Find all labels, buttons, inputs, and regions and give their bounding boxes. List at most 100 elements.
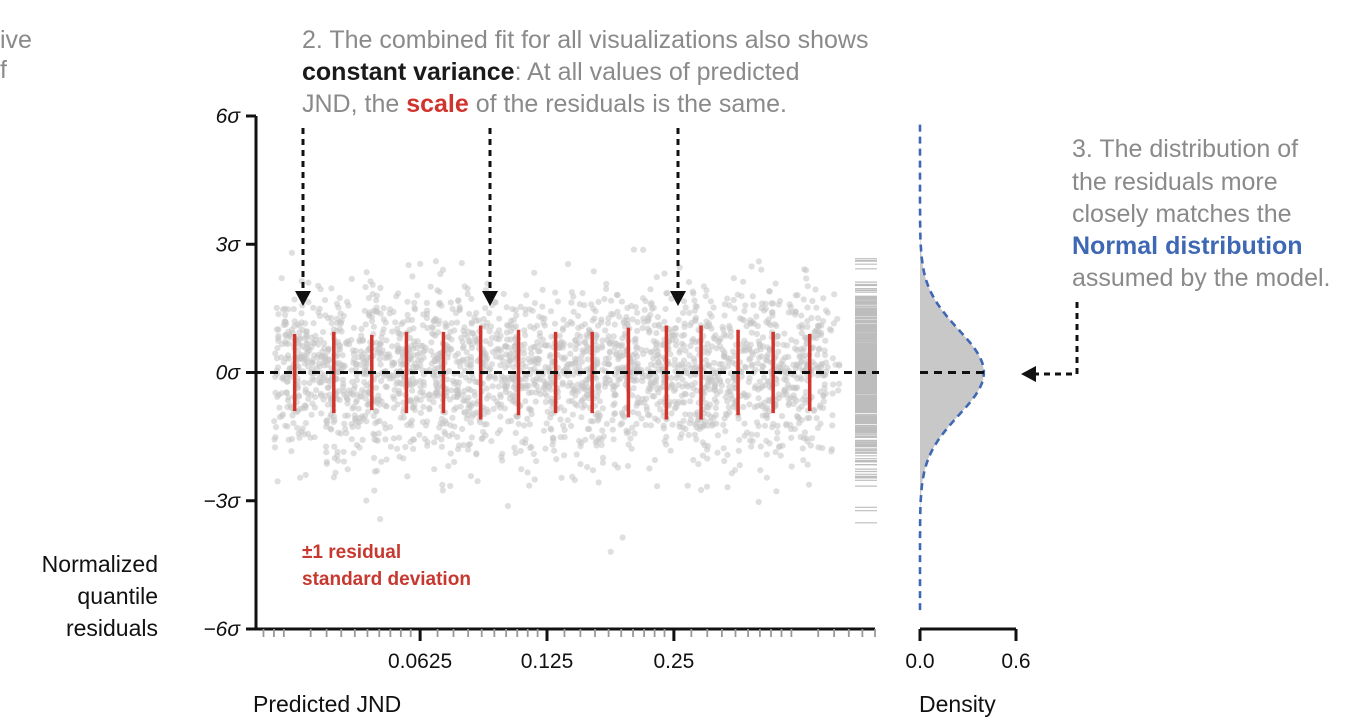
residual-point: [534, 339, 541, 346]
constant-variance-text: constant variance: [302, 58, 515, 86]
top-annotation-line2: constant variance: At all values of pred…: [302, 58, 799, 86]
residual-point: [435, 329, 442, 336]
residual-point: [308, 343, 315, 351]
residual-point: [756, 378, 763, 385]
residual-point: [449, 305, 456, 312]
residual-point: [531, 476, 538, 483]
residual-point: [672, 342, 680, 349]
residual-point: [304, 348, 311, 355]
residual-point: [648, 361, 655, 368]
residual-point: [434, 392, 441, 399]
residual-point: [572, 360, 579, 367]
residual-point: [654, 483, 661, 490]
residual-point: [661, 318, 668, 325]
residual-point: [416, 431, 423, 438]
residual-point: [724, 451, 731, 458]
residual-point: [434, 287, 441, 294]
residual-point: [704, 455, 711, 462]
residual-point: [684, 482, 691, 489]
residual-point: [461, 409, 468, 416]
residual-point: [812, 286, 819, 293]
residual-point: [479, 434, 486, 442]
residual-point: [503, 343, 510, 350]
residual-point: [826, 326, 834, 333]
residual-point: [828, 446, 836, 453]
normal-distribution-text: Normal distribution: [1072, 232, 1303, 260]
residual-point: [305, 299, 312, 306]
residual-point: [798, 330, 805, 337]
residual-point: [796, 420, 803, 427]
residual-point: [309, 375, 316, 382]
residual-point: [365, 294, 372, 302]
residual-point: [639, 325, 646, 332]
x-tick-label: 0.25: [653, 650, 694, 673]
residual-point: [373, 292, 380, 299]
residual-point: [410, 436, 418, 443]
residual-point: [624, 304, 631, 312]
residual-point: [513, 312, 520, 319]
residual-point: [549, 441, 556, 448]
residual-point: [567, 361, 574, 368]
residual-point: [447, 328, 454, 335]
residual-point: [738, 347, 746, 355]
residual-point: [522, 306, 529, 313]
residual-point: [564, 417, 571, 424]
residual-point: [711, 359, 718, 366]
residual-point: [343, 339, 350, 346]
residual-point: [396, 390, 403, 397]
residual-point: [829, 422, 836, 429]
residual-point: [482, 305, 489, 312]
residual-point: [559, 379, 566, 386]
residual-point: [728, 395, 735, 402]
residual-point: [559, 325, 567, 332]
residual-point: [664, 290, 671, 297]
residual-point: [599, 427, 606, 434]
residual-point: [726, 322, 733, 330]
residual-point: [754, 360, 761, 367]
residual-point: [451, 380, 458, 387]
residual-point: [283, 389, 290, 396]
sd-bar-label-line1: ±1 residual: [302, 542, 401, 563]
residual-point: [801, 334, 809, 341]
residual-point: [296, 341, 303, 348]
residual-point: [489, 348, 497, 356]
residual-point: [341, 420, 348, 427]
residual-point: [409, 273, 416, 280]
residual-point: [400, 319, 407, 326]
residual-point: [350, 450, 357, 457]
residual-point: [530, 450, 537, 458]
residual-point: [824, 364, 831, 371]
residual-point: [394, 445, 401, 452]
residual-point: [462, 374, 470, 381]
residual-point: [372, 384, 380, 391]
residual-point: [411, 304, 418, 312]
residual-point: [565, 398, 573, 405]
residual-point: [783, 420, 790, 428]
residual-point: [348, 421, 355, 428]
residual-point: [671, 387, 678, 394]
residual-point: [745, 392, 752, 399]
residual-point: [324, 348, 331, 355]
residual-point: [553, 456, 560, 463]
residual-point: [310, 304, 317, 311]
residual-point: [590, 268, 597, 275]
residual-point: [367, 278, 374, 285]
residual-point: [808, 314, 815, 322]
residual-point: [691, 297, 698, 304]
residual-point: [288, 326, 295, 333]
residual-point: [435, 300, 443, 307]
sd-bar-label-line2: standard deviation: [302, 569, 471, 590]
scale-text: scale: [406, 90, 469, 118]
residual-point: [576, 301, 583, 308]
residual-point: [740, 317, 748, 324]
residual-point: [647, 379, 654, 386]
residual-point: [678, 431, 685, 438]
residual-point: [419, 322, 427, 329]
residual-point: [755, 258, 763, 265]
residual-point: [574, 381, 582, 388]
top-annotation-line3: JND, the scale of the residuals is the s…: [302, 90, 787, 118]
residual-point: [389, 362, 396, 369]
residual-point: [602, 355, 609, 362]
residual-point: [482, 338, 489, 345]
residual-point: [271, 436, 278, 443]
